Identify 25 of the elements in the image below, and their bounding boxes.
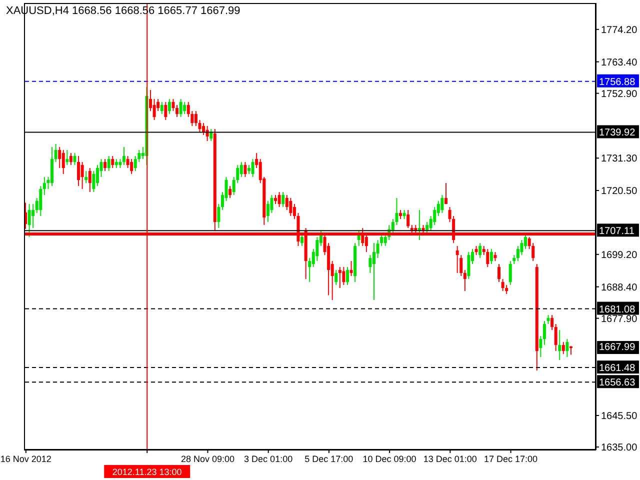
ref-line-label: 1707.11	[599, 226, 635, 238]
y-tick-label: 1645.50	[601, 411, 638, 422]
y-tick-label: 1699.20	[601, 250, 638, 261]
text: 1667.99	[597, 341, 639, 354]
ref-line-label: 1739.92	[599, 128, 636, 139]
x-tick-label: 28 Nov 09:00	[180, 454, 234, 464]
x-tick-label: 13 Dec 01:00	[423, 454, 477, 464]
y-tick-label: 1752.90	[601, 88, 638, 100]
y-tick-label: 1763.40	[601, 57, 638, 68]
ref-line-label: 1656.63	[599, 378, 636, 389]
x-tick-label: 3 Dec 01:00	[244, 454, 293, 464]
x-tick-label: 16 Nov 2012	[0, 454, 52, 464]
x-tick-label: 2012.11.23 13:00	[112, 467, 182, 477]
x-tick-label: 5 Dec 17:00	[304, 454, 354, 464]
y-tick-label: 1720.50	[601, 186, 638, 198]
y-tick-label: 1688.40	[601, 282, 638, 294]
x-tick-label: 10 Dec 09:00	[362, 454, 416, 464]
y-tick-label: 1635.00	[601, 442, 638, 454]
y-tick-label: 1731.30	[601, 154, 638, 165]
y-tick-label: 1774.20	[601, 24, 638, 36]
ref-line-label: 1661.48	[599, 363, 636, 374]
y-tick-label: 1677.90	[601, 314, 638, 325]
ref-line-label: 1756.88	[599, 76, 636, 88]
x-tick-label: 17 Dec 17:00	[484, 454, 538, 464]
ref-line-label: 1681.08	[599, 304, 636, 316]
